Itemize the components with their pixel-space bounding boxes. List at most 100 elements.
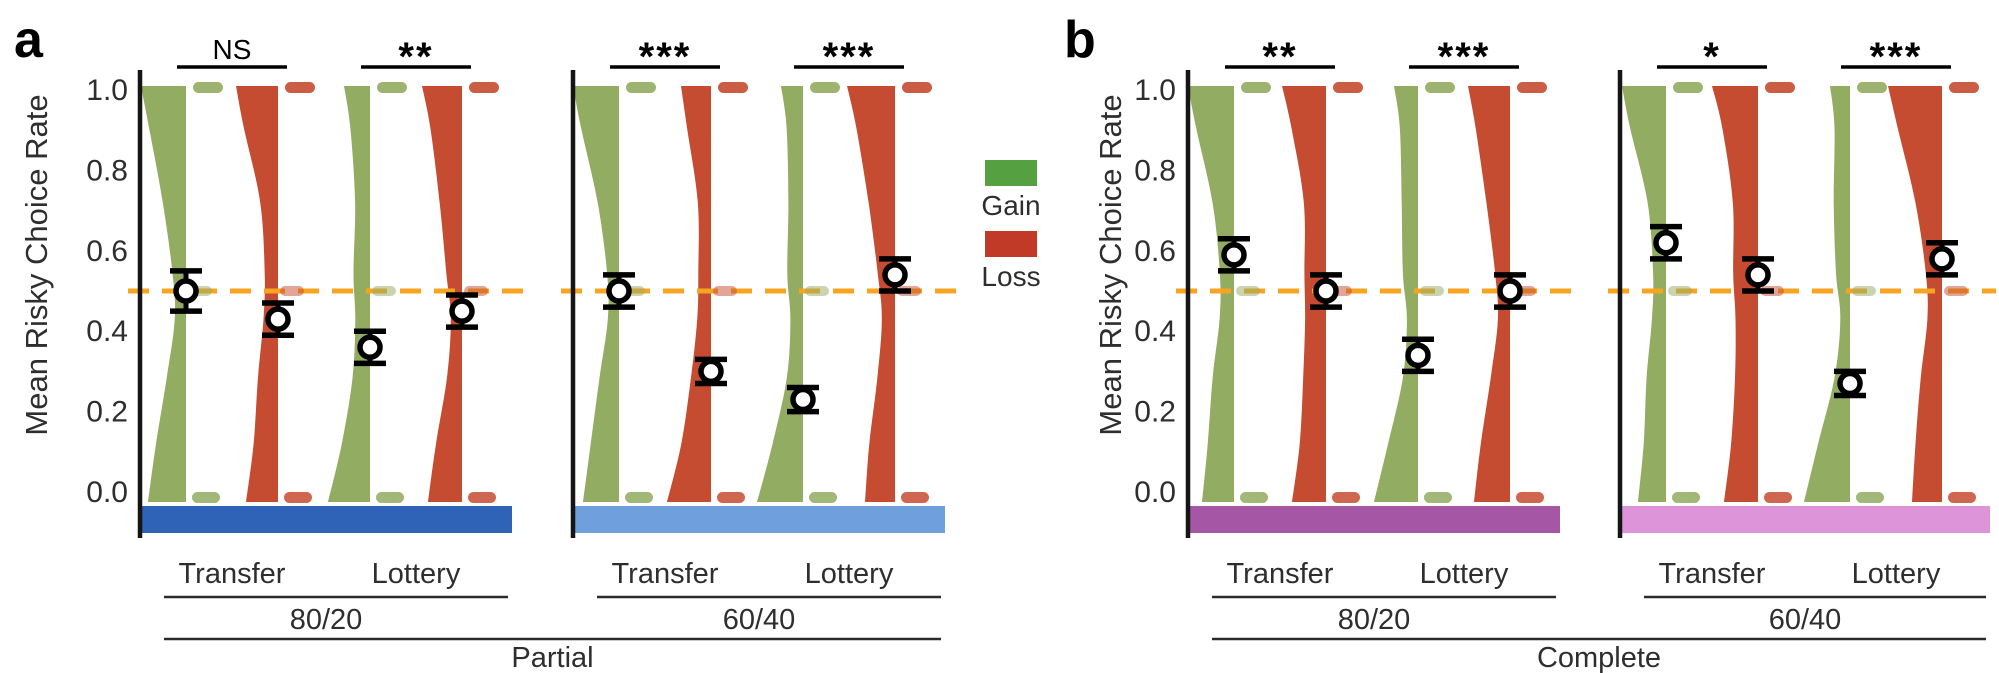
ratio-label-a-8020: 80/20: [290, 604, 363, 636]
rug-a-8020-transfer-gain-bottom: [192, 492, 220, 503]
mean-a-8020-transfer-gain-marker: [173, 278, 199, 304]
rug-b-8020-transfer-gain-mid: [1236, 286, 1260, 296]
ratio-label-a-6040: 60/40: [723, 604, 796, 636]
ytick-b-0.0: 0.0: [1134, 476, 1176, 509]
violin-a-8020-lottery-loss: [422, 86, 462, 502]
violin-b-8020-transfer-loss: [1282, 86, 1326, 502]
rug-b-6040-lottery-gain-mid: [1852, 286, 1876, 296]
rug-a-8020-lottery-loss-bottom: [468, 492, 496, 503]
rug-a-6040-transfer-gain-bottom: [625, 492, 653, 503]
violin-b-8020-lottery-gain: [1374, 86, 1418, 502]
rug-b-8020-transfer-gain-bottom: [1240, 492, 1268, 503]
violin-b-6040-transfer-gain: [1622, 86, 1666, 502]
legend-entry-gain: Gain: [981, 160, 1041, 222]
violin-b-6040-lottery-gain: [1804, 86, 1850, 502]
rug-b-6040-lottery-gain-bottom: [1856, 492, 1884, 503]
violin-b-6040-transfer-loss: [1712, 86, 1758, 502]
mean-a-8020-transfer-loss-marker: [265, 306, 291, 332]
violin-b-8020-transfer-gain: [1188, 86, 1234, 502]
rug-a-6040-lottery-gain-mid: [805, 286, 829, 296]
rug-b-8020-lottery-gain-top: [1425, 82, 1455, 93]
sig-label-b-8020-lottery: ***: [1438, 35, 1491, 79]
rug-b-8020-transfer-loss-top: [1333, 82, 1363, 93]
xlabel-a-8020-lottery: Lottery: [372, 558, 461, 590]
xlabel-b-8020-transfer: Transfer: [1227, 558, 1334, 590]
legend-swatch-loss-icon: [985, 230, 1037, 257]
violin-a-6040-lottery-loss: [847, 86, 895, 502]
xlabel-b-6040-transfer: Transfer: [1659, 558, 1766, 590]
violin-a-8020-transfer-gain: [141, 86, 186, 502]
mean-b-8020-lottery-gain-marker: [1405, 342, 1431, 369]
sig-label-b-6040-lottery: ***: [1870, 35, 1923, 79]
rug-a-8020-lottery-gain-top: [377, 82, 407, 93]
rug-a-6040-lottery-loss-top: [902, 82, 932, 93]
rug-b-6040-lottery-loss-bottom: [1948, 492, 1976, 503]
rug-b-8020-lottery-loss-bottom: [1516, 492, 1544, 503]
legend: Gain Loss: [975, 160, 1047, 302]
condition-bar-b-6040: [1622, 506, 1990, 533]
y-axis-label-panel-b: Mean Risky Choice Rate: [1093, 94, 1128, 436]
rug-b-6040-transfer-gain-top: [1673, 82, 1703, 93]
rug-b-8020-transfer-loss-bottom: [1332, 492, 1360, 503]
violin-b-6040-lottery-loss: [1888, 86, 1942, 502]
mean-b-8020-transfer-gain-marker: [1221, 242, 1247, 268]
rug-a-6040-lottery-loss-bottom: [901, 492, 929, 503]
violin-a-6040-transfer-gain: [573, 86, 619, 502]
rug-b-6040-transfer-gain-bottom: [1672, 492, 1700, 503]
rug-a-6040-transfer-loss-bottom: [717, 492, 745, 503]
mean-a-6040-transfer-gain-marker: [606, 278, 632, 304]
panel-b-letter: b: [1064, 11, 1096, 69]
xlabel-a-8020-transfer: Transfer: [179, 558, 286, 590]
violin-a-8020-transfer-loss: [236, 86, 278, 502]
violin-b-8020-lottery-loss: [1468, 86, 1510, 502]
mean-b-6040-lottery-loss-marker: [1929, 246, 1955, 272]
legend-label-gain: Gain: [981, 190, 1041, 221]
legend-label-loss: Loss: [981, 260, 1041, 292]
panel-a-letter: a: [14, 11, 43, 69]
sig-label-a-8020-transfer: NS: [213, 34, 252, 65]
rug-b-6040-transfer-loss-bottom: [1764, 492, 1792, 503]
rug-a-6040-lottery-gain-top: [810, 82, 840, 93]
rug-b-8020-transfer-gain-top: [1241, 82, 1271, 93]
mean-a-6040-lottery-loss-marker: [882, 262, 908, 288]
ytick-a-0.8: 0.8: [86, 154, 128, 187]
mean-a-8020-lottery-loss-marker: [449, 298, 475, 324]
rug-a-8020-lottery-loss-top: [469, 82, 499, 93]
legend-swatch-gain-icon: [985, 160, 1037, 186]
violin-a-8020-lottery-gain: [328, 86, 370, 502]
rug-a-6040-transfer-gain-top: [626, 82, 656, 93]
rug-b-6040-transfer-gain-mid: [1668, 286, 1692, 296]
rug-a-8020-lottery-gain-bottom: [376, 492, 404, 503]
sig-label-a-6040-lottery: ***: [823, 35, 876, 79]
ytick-a-0.0: 0.0: [86, 476, 128, 509]
rug-a-6040-transfer-loss-mid: [713, 286, 737, 296]
rug-b-8020-lottery-loss-top: [1517, 82, 1547, 93]
rug-b-6040-lottery-gain-top: [1857, 82, 1887, 93]
rug-a-8020-transfer-gain-top: [193, 82, 223, 93]
ytick-b-0.2: 0.2: [1134, 396, 1176, 429]
rug-a-6040-transfer-loss-top: [718, 82, 748, 93]
feedback-label-b: Complete: [1537, 642, 1661, 673]
ratio-label-b-8020: 80/20: [1338, 604, 1411, 636]
y-axis-label-panel-a: Mean Risky Choice Rate: [19, 94, 54, 436]
rug-a-8020-transfer-loss-bottom: [284, 492, 312, 503]
sig-label-b-6040-transfer: *: [1703, 35, 1721, 79]
sig-label-b-8020-transfer: **: [1262, 35, 1297, 79]
legend-entry-loss: Loss: [981, 230, 1041, 293]
condition-bar-a-6040: [575, 506, 945, 533]
rug-a-8020-transfer-loss-top: [285, 82, 315, 93]
ytick-a-0.4: 0.4: [86, 315, 128, 348]
xlabel-b-8020-lottery: Lottery: [1420, 558, 1509, 590]
rug-a-6040-lottery-gain-bottom: [809, 492, 837, 503]
xlabel-a-6040-lottery: Lottery: [805, 558, 894, 590]
mean-b-6040-transfer-gain-marker: [1653, 230, 1679, 256]
condition-bar-a-8020: [142, 506, 512, 533]
sig-label-a-6040-transfer: ***: [639, 35, 692, 79]
ytick-a-0.2: 0.2: [86, 396, 128, 429]
violin-a-6040-transfer-loss: [667, 86, 711, 502]
rug-b-6040-lottery-loss-top: [1949, 82, 1979, 93]
xlabel-b-6040-lottery: Lottery: [1852, 558, 1941, 590]
feedback-label-a: Partial: [511, 642, 593, 673]
ytick-b-0.4: 0.4: [1134, 315, 1176, 348]
